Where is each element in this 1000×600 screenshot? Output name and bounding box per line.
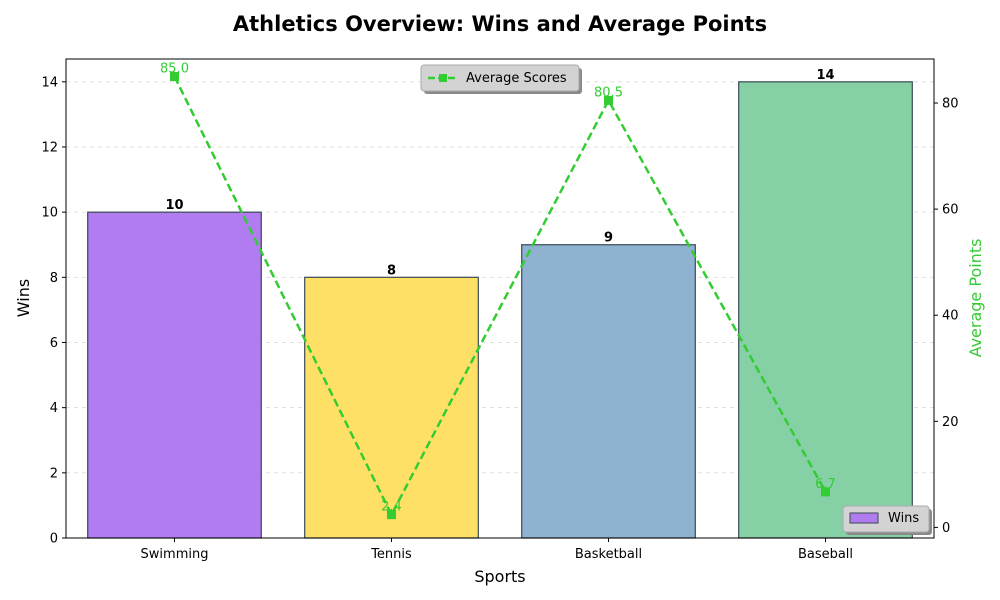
x-tick-label: Swimming (141, 547, 209, 562)
line-point-marker (170, 72, 179, 82)
bar-value-label: 8 (387, 263, 396, 278)
axes: 0 2 4 6 8 10 12 14 0 20 40 60 80 Swimming Tennis Basket… (41, 75, 958, 562)
chart-title: Athletics Overview: Wins and Average Poi… (233, 12, 767, 36)
legend-average-scores-label: Average Scores (466, 71, 567, 86)
y-tick-label: 4 (50, 401, 58, 416)
bar (738, 81, 913, 539)
bar-value-label: 10 (165, 198, 183, 213)
legend-bar-swatch (849, 512, 879, 524)
line-point-marker (604, 95, 613, 105)
y2-tick-label: 60 (942, 203, 959, 218)
y2-axis-label: Average Points (966, 239, 985, 358)
line-value-label: 85.0 (160, 62, 189, 77)
line-value-label: 6.7 (815, 477, 836, 492)
plot-frame (65, 58, 935, 539)
x-axis-label: Sports (474, 567, 525, 586)
line-point-marker (821, 487, 830, 497)
bar-series: 10 8 9 14 (87, 68, 913, 539)
legend-wins: Wins (842, 505, 932, 535)
bar (87, 211, 262, 539)
y-tick-label: 14 (41, 75, 58, 90)
line-value-label: 2.4 (381, 500, 402, 515)
y2-tick-label: 0 (942, 521, 950, 536)
y-axis-label: Wins (14, 279, 33, 317)
y2-tick-label: 20 (942, 415, 959, 430)
x-tick-label: Baseball (798, 547, 853, 562)
y2-tick-label: 80 (942, 97, 959, 112)
line-point-marker (387, 510, 396, 520)
x-tick-label: Tennis (370, 547, 412, 562)
y-tick-label: 12 (41, 140, 58, 155)
bar-value-label: 9 (604, 231, 613, 246)
legend-average-scores: Average Scores (420, 64, 582, 94)
average-scores-line (173, 75, 827, 518)
bar (521, 244, 696, 539)
y-tick-label: 10 (41, 206, 58, 221)
y-tick-label: 0 (50, 532, 58, 547)
legend-square-marker (439, 74, 447, 82)
legend-wins-label: Wins (888, 511, 919, 526)
line-series: 85.0 2.4 80.5 6.7 (160, 62, 836, 520)
y-tick-label: 8 (50, 271, 58, 286)
y2-tick-label: 40 (942, 309, 959, 324)
x-tick-label: Basketball (575, 547, 642, 562)
y-tick-label: 2 (50, 466, 58, 481)
y-tick-label: 6 (50, 336, 58, 351)
line-value-label: 80.5 (594, 85, 623, 100)
bar-value-label: 14 (816, 68, 834, 83)
legend-box (420, 64, 580, 92)
